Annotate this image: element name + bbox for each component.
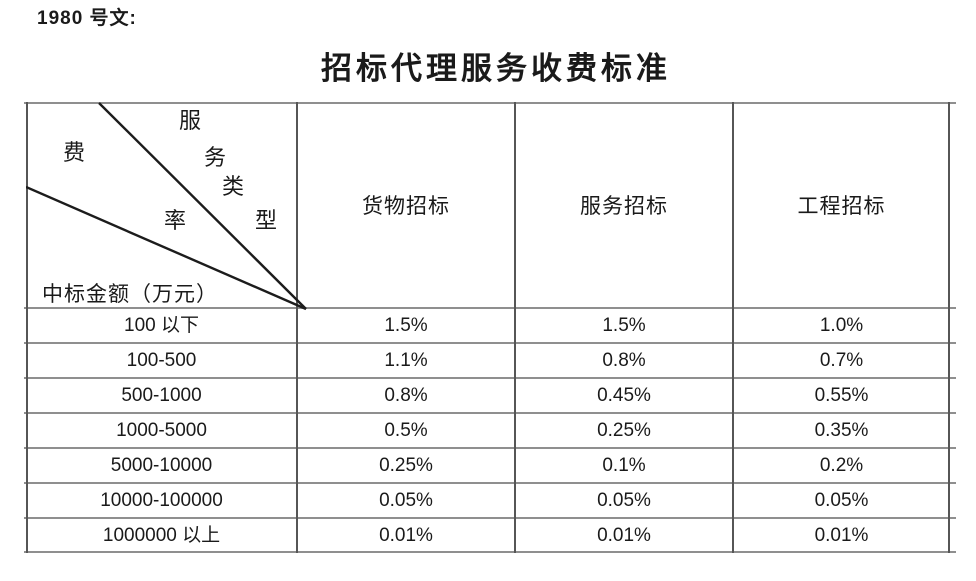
column-header-services: 服务招标	[580, 194, 668, 218]
doc-reference: 1980 号文:	[37, 8, 137, 29]
rate-cell: 0.7%	[819, 350, 864, 371]
rate-cell: 0.01%	[597, 525, 651, 546]
grid-line-horizontal	[24, 551, 956, 553]
rate-cell: 0.01%	[379, 525, 433, 546]
corner-fee-rate-char: 率	[164, 208, 187, 233]
corner-service-type-char: 型	[255, 208, 278, 233]
table-row: 100 以下 1.5% 1.5% 1.0%	[26, 308, 950, 343]
table-row: 100-500 1.1% 0.8% 0.7%	[26, 343, 950, 378]
grid-line-vertical	[514, 102, 516, 553]
rate-cell: 0.8%	[602, 350, 646, 371]
page-title: 招标代理服务收费标准	[321, 51, 671, 86]
rate-cell: 1.5%	[602, 315, 646, 336]
grid-line-horizontal	[24, 377, 956, 379]
column-header-goods: 货物招标	[362, 194, 450, 218]
rate-cell: 0.05%	[814, 490, 869, 511]
rate-cell: 0.05%	[597, 490, 651, 511]
grid-line-horizontal	[24, 307, 956, 309]
amount-cell: 100 以下	[124, 315, 199, 336]
amount-cell: 1000-5000	[116, 420, 207, 441]
grid-line-horizontal	[24, 102, 956, 104]
rate-cell: 0.01%	[814, 525, 869, 546]
grid-line-horizontal	[24, 412, 956, 414]
corner-service-type-char: 务	[204, 145, 227, 170]
grid-line-vertical	[26, 102, 28, 553]
corner-fee-rate-char: 费	[63, 140, 86, 165]
amount-cell: 10000-100000	[100, 490, 223, 511]
table-row: 5000-10000 0.25% 0.1% 0.2%	[26, 448, 950, 483]
grid-line-horizontal	[24, 447, 956, 449]
table-row: 500-1000 0.8% 0.45% 0.55%	[26, 378, 950, 413]
rate-cell: 0.25%	[379, 455, 433, 476]
rate-cell: 0.05%	[379, 490, 433, 511]
table-row: 1000000 以上 0.01% 0.01% 0.01%	[26, 518, 950, 553]
rate-cell: 0.1%	[602, 455, 646, 476]
rate-cell: 0.25%	[597, 420, 651, 441]
rate-cell: 0.55%	[814, 385, 869, 406]
grid-line-vertical	[296, 102, 298, 553]
amount-cell: 500-1000	[121, 385, 202, 406]
grid-line-horizontal	[24, 517, 956, 519]
rate-cell: 0.35%	[814, 420, 869, 441]
rate-cell: 1.1%	[384, 350, 428, 371]
table-row: 1000-5000 0.5% 0.25% 0.35%	[26, 413, 950, 448]
table-row: 10000-100000 0.05% 0.05% 0.05%	[26, 483, 950, 518]
corner-service-type-char: 类	[222, 174, 245, 199]
rate-cell: 0.8%	[384, 385, 428, 406]
corner-amount-label: 中标金额（万元）	[42, 282, 218, 306]
corner-service-type-char: 服	[179, 108, 202, 133]
column-header-engineering: 工程招标	[797, 194, 886, 218]
rate-cell: 1.5%	[384, 315, 428, 336]
rate-cell: 1.0%	[819, 315, 864, 336]
rate-cell: 0.2%	[819, 455, 864, 476]
fee-table: 服 务 类 型 费 率 中标金额（万元） 货物招标 服务招标 工程招标 100 …	[24, 102, 956, 553]
grid-line-vertical	[732, 102, 734, 553]
rate-cell: 0.45%	[597, 385, 651, 406]
amount-cell: 1000000 以上	[102, 525, 221, 546]
grid-line-vertical	[948, 102, 950, 553]
grid-line-horizontal	[24, 342, 956, 344]
amount-cell: 100-500	[126, 350, 197, 371]
rate-cell: 0.5%	[384, 420, 428, 441]
grid-line-horizontal	[24, 482, 956, 484]
amount-cell: 5000-10000	[110, 455, 213, 476]
